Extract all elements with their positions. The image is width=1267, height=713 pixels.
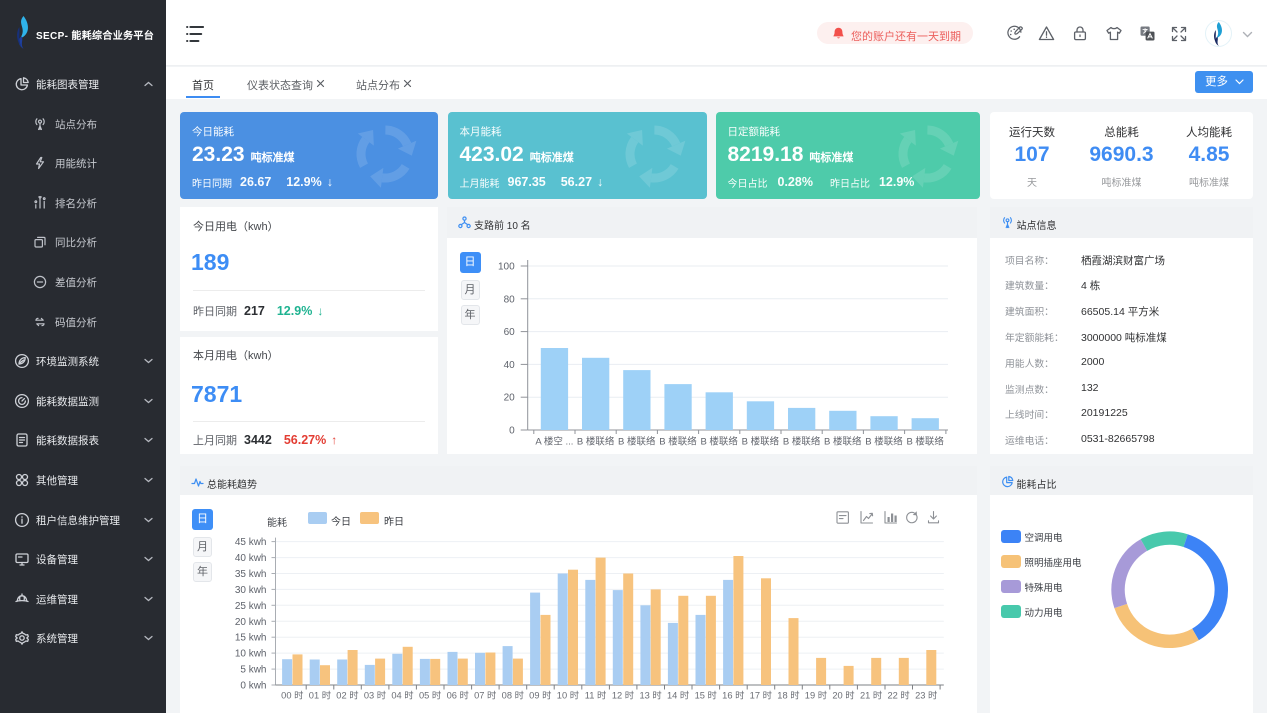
svg-text:07 时: 07 时	[474, 690, 496, 701]
svg-text:B 楼联络: B 楼联络	[659, 436, 697, 448]
svg-text:0: 0	[509, 426, 515, 437]
svg-text:08 时: 08 时	[502, 690, 524, 701]
svg-text:22 时: 22 时	[887, 690, 909, 701]
svg-text:40: 40	[504, 360, 516, 371]
svg-text:12 时: 12 时	[612, 690, 634, 701]
svg-text:14 时: 14 时	[667, 690, 689, 701]
svg-text:B 楼联络: B 楼联络	[618, 436, 656, 448]
svg-text:17 时: 17 时	[750, 690, 772, 701]
svg-text:09 时: 09 时	[529, 690, 551, 701]
svg-text:11 时: 11 时	[585, 690, 607, 701]
svg-text:15 时: 15 时	[695, 690, 717, 701]
svg-text:01 时: 01 时	[309, 690, 331, 701]
svg-text:20 时: 20 时	[832, 690, 854, 701]
svg-text:5 kwh: 5 kwh	[240, 665, 266, 676]
svg-text:00 时: 00 时	[281, 690, 303, 701]
svg-text:04 时: 04 时	[391, 690, 413, 701]
svg-text:B 楼联络: B 楼联络	[824, 436, 862, 448]
svg-text:45 kwh: 45 kwh	[235, 537, 267, 548]
svg-text:13 时: 13 时	[639, 690, 661, 701]
svg-text:35 kwh: 35 kwh	[235, 569, 267, 580]
svg-text:B 楼联络: B 楼联络	[742, 436, 780, 448]
svg-text:40 kwh: 40 kwh	[235, 553, 267, 564]
svg-text:B 楼联络: B 楼联络	[865, 436, 903, 448]
svg-text:25 kwh: 25 kwh	[235, 601, 267, 612]
svg-text:100: 100	[498, 262, 515, 273]
svg-text:30 kwh: 30 kwh	[235, 585, 267, 596]
svg-text:10 kwh: 10 kwh	[235, 649, 267, 660]
svg-text:18 时: 18 时	[777, 690, 799, 701]
svg-text:10 时: 10 时	[557, 690, 579, 701]
svg-text:23 时: 23 时	[915, 690, 937, 701]
svg-text:B 楼联络: B 楼联络	[783, 436, 821, 448]
svg-text:05 时: 05 时	[419, 690, 441, 701]
svg-text:80: 80	[504, 294, 516, 305]
svg-text:B 楼联络: B 楼联络	[577, 436, 615, 448]
svg-text:15 kwh: 15 kwh	[235, 633, 267, 644]
svg-text:02 时: 02 时	[336, 690, 358, 701]
svg-text:60: 60	[504, 327, 516, 338]
svg-text:21 时: 21 时	[860, 690, 882, 701]
svg-text:03 时: 03 时	[364, 690, 386, 701]
svg-text:B 楼联络: B 楼联络	[906, 436, 944, 448]
svg-text:19 时: 19 时	[805, 690, 827, 701]
svg-text:A 楼空 ...: A 楼空 ...	[535, 436, 573, 448]
svg-text:20: 20	[504, 393, 516, 404]
svg-text:B 楼联络: B 楼联络	[700, 436, 738, 448]
svg-text:06 时: 06 时	[447, 690, 469, 701]
svg-text:20 kwh: 20 kwh	[235, 617, 267, 628]
svg-text:0 kwh: 0 kwh	[240, 681, 266, 692]
svg-text:16 时: 16 时	[722, 690, 744, 701]
